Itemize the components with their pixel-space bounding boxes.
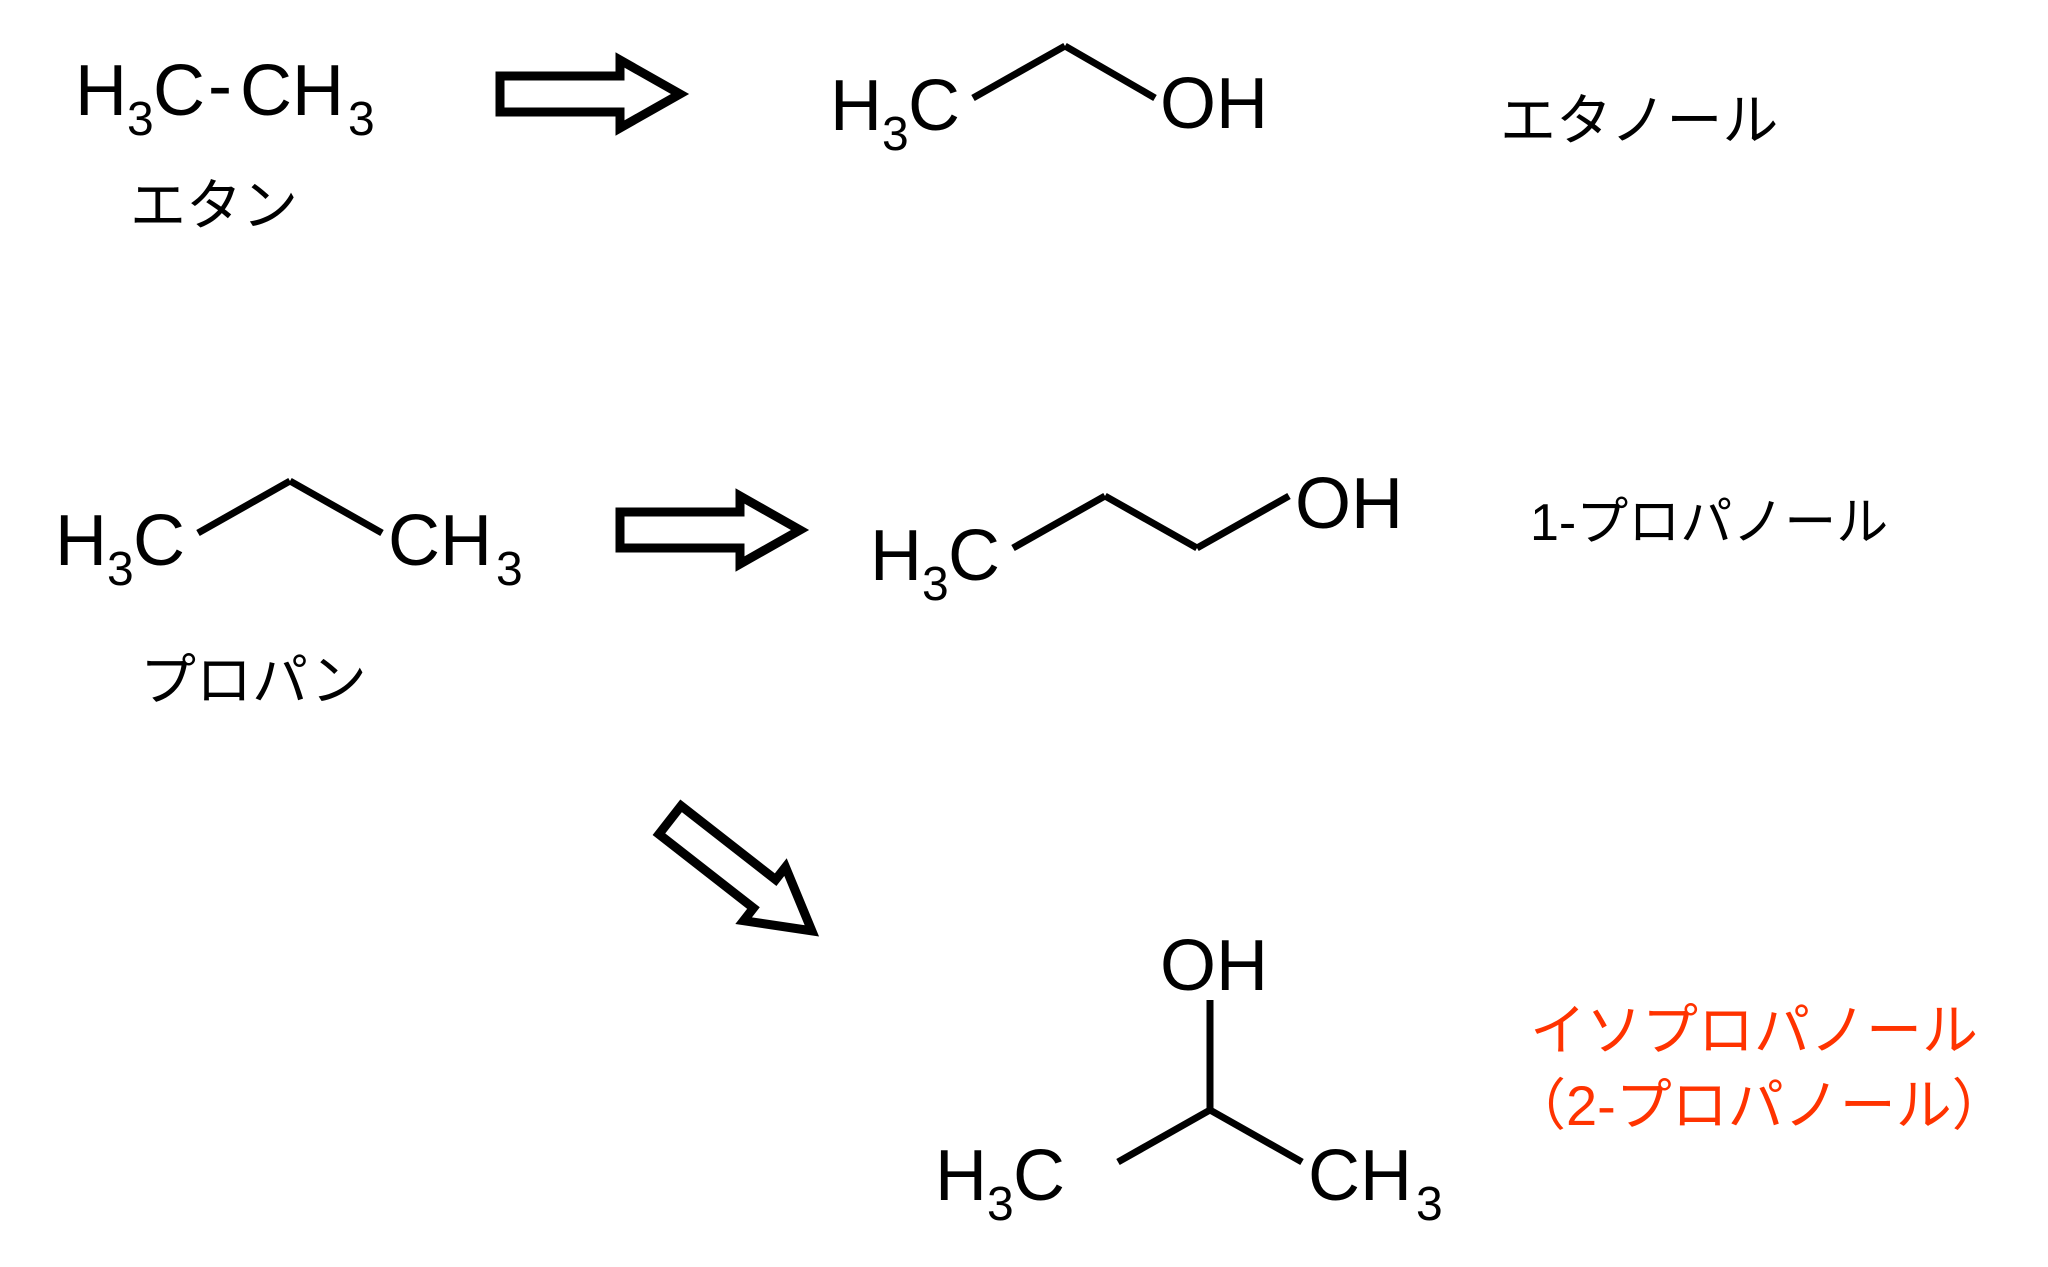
ethanol-C: C — [908, 66, 960, 146]
propane-CH: CH — [388, 501, 492, 581]
one-propanol-label: 1-プロパノール — [1530, 494, 1888, 552]
ethanol-label: エタノール — [1500, 89, 1778, 152]
propane-C1: C — [133, 501, 185, 581]
propane-H: H — [55, 501, 107, 581]
one-propanol-structure: H 3 C OH — [870, 464, 1403, 611]
chemistry-diagram: H 3 C - CH 3 エタン H 3 C OH エタノール H 3 C CH… — [0, 0, 2048, 1267]
propane-sub3b: 3 — [496, 543, 523, 596]
isopropanol-sub3-right: 3 — [1416, 1178, 1443, 1231]
ethane-label: エタン — [130, 174, 298, 237]
ethane-C1: C — [153, 51, 205, 131]
ethane-dash: - — [208, 46, 232, 126]
isopropanol-OH: OH — [1160, 926, 1268, 1006]
ethane-CH: CH — [240, 51, 344, 131]
ethane-formula: H 3 C - CH 3 — [75, 46, 375, 146]
isopropanol-sub3-left: 3 — [987, 1178, 1014, 1231]
onepropanol-OH: OH — [1295, 464, 1403, 544]
isopropanol-CH-right: CH — [1308, 1136, 1412, 1216]
arrow-ethane-to-ethanol — [500, 60, 680, 128]
isopropanol-C-left: C — [1013, 1136, 1065, 1216]
propane-label: プロパン — [140, 649, 367, 712]
isopropanol-structure: OH H 3 C CH 3 — [935, 926, 1443, 1231]
propane-sub3a: 3 — [107, 543, 134, 596]
isopropanol-label-1: イソプロパノール — [1530, 999, 1978, 1062]
onepropanol-sub3: 3 — [922, 558, 949, 611]
ethanol-H: H — [830, 66, 882, 146]
ethanol-structure: H 3 C OH — [830, 46, 1268, 161]
ethane-H: H — [75, 51, 127, 131]
onepropanol-H: H — [870, 516, 922, 596]
arrow-propane-to-isopropanol — [649, 793, 833, 957]
ethane-sub3b: 3 — [348, 93, 375, 146]
ethanol-sub3: 3 — [882, 108, 909, 161]
isopropanol-label-2: （2-プロパノール） — [1510, 1074, 2008, 1137]
propane-structure: H 3 C CH 3 — [55, 481, 523, 596]
arrow-propane-to-1propanol — [620, 496, 800, 564]
ethanol-OH: OH — [1160, 64, 1268, 144]
onepropanol-C: C — [948, 516, 1000, 596]
isopropanol-H-left: H — [935, 1136, 987, 1216]
ethane-sub3a: 3 — [127, 93, 154, 146]
